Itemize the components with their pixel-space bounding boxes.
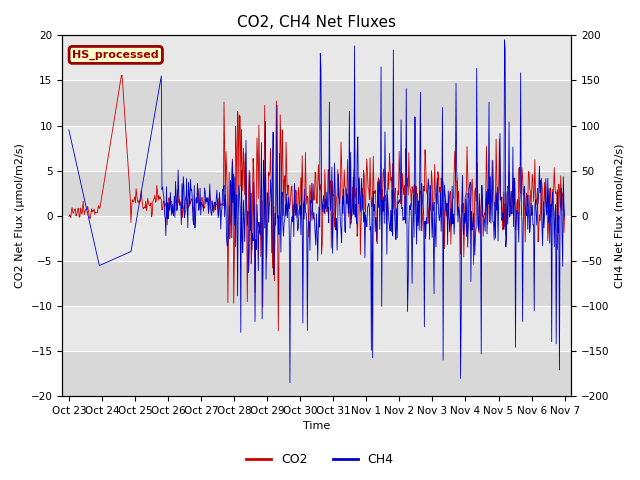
Bar bbox=[62, 36, 572, 81]
Y-axis label: CH4 Net Flux (nmol/m2/s): CH4 Net Flux (nmol/m2/s) bbox=[615, 144, 625, 288]
Bar bbox=[62, 306, 572, 351]
X-axis label: Time: Time bbox=[303, 421, 330, 432]
Bar bbox=[62, 81, 572, 126]
Y-axis label: CO2 Net Flux (μmol/m2/s): CO2 Net Flux (μmol/m2/s) bbox=[15, 144, 25, 288]
Bar bbox=[62, 170, 572, 216]
Title: CO2, CH4 Net Fluxes: CO2, CH4 Net Fluxes bbox=[237, 15, 396, 30]
Bar bbox=[62, 126, 572, 170]
Text: HS_processed: HS_processed bbox=[72, 50, 159, 60]
Bar bbox=[62, 216, 572, 261]
Legend: CO2, CH4: CO2, CH4 bbox=[241, 448, 399, 471]
Bar bbox=[62, 261, 572, 306]
Bar bbox=[62, 351, 572, 396]
